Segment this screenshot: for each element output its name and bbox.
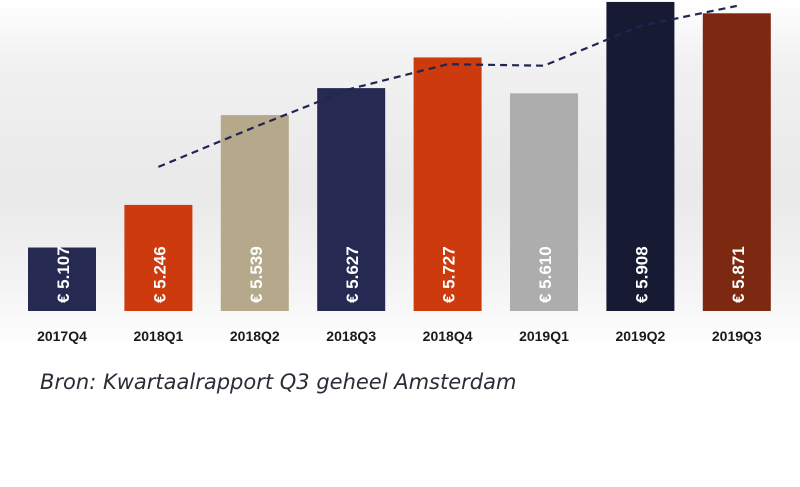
category-label-2019Q1: 2019Q1 xyxy=(519,328,569,344)
value-label-2019Q3: € 5.871 xyxy=(729,246,748,303)
category-label-2019Q2: 2019Q2 xyxy=(615,328,665,344)
value-label-2019Q1: € 5.610 xyxy=(536,246,555,303)
bar-2019Q2 xyxy=(606,1,675,311)
category-label-2018Q2: 2018Q2 xyxy=(230,328,280,344)
category-label-2019Q3: 2019Q3 xyxy=(712,328,762,344)
category-label-2018Q3: 2018Q3 xyxy=(326,328,376,344)
bar-2018Q3 xyxy=(317,88,386,311)
bar-2019Q3 xyxy=(702,13,771,311)
category-label-2018Q1: 2018Q1 xyxy=(133,328,183,344)
bar-2019Q1 xyxy=(510,93,578,312)
value-label-2018Q1: € 5.246 xyxy=(150,246,169,303)
value-label-2018Q2: € 5.539 xyxy=(247,246,266,303)
value-label-2018Q4: € 5.727 xyxy=(440,246,459,303)
category-label-2017Q4: 2017Q4 xyxy=(37,328,87,344)
bar-chart: € 5.107 2017Q4 € 5.246 2018Q1 € 5.539 2018Q2 €… xyxy=(28,1,771,344)
source-caption: Bron: Kwartaalrapport Q3 geheel Amsterda… xyxy=(40,370,517,394)
category-label-2018Q4: 2018Q4 xyxy=(423,328,473,344)
bar-2017Q4 xyxy=(28,247,96,311)
bar-2018Q4 xyxy=(413,57,482,311)
trend-line xyxy=(157,4,738,168)
bar-2018Q1 xyxy=(124,204,193,311)
value-label-2017Q4: € 5.107 xyxy=(54,246,73,303)
value-label-2019Q2: € 5.908 xyxy=(632,246,651,303)
bar-2018Q2 xyxy=(220,115,289,311)
value-label-2018Q3: € 5.627 xyxy=(343,246,362,303)
